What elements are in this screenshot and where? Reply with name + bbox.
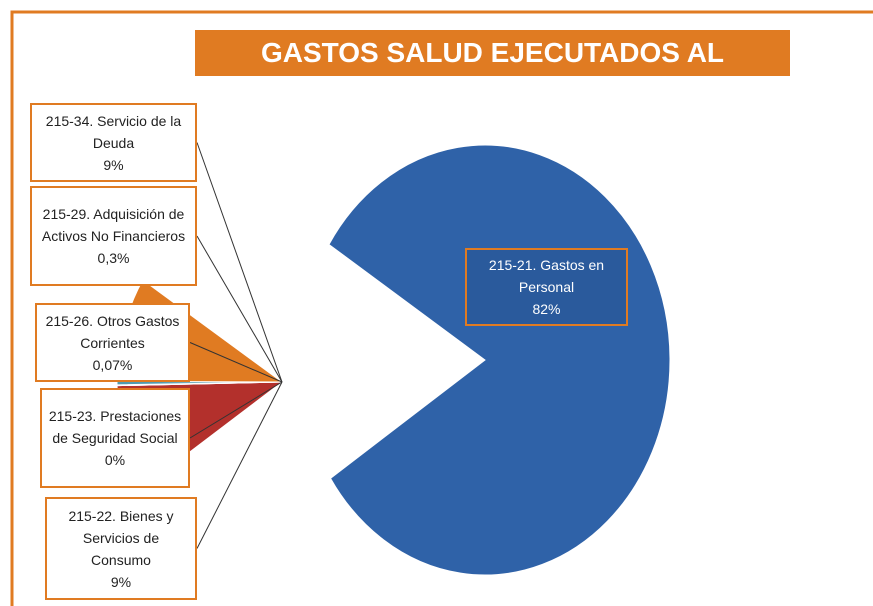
frame <box>10 10 873 606</box>
data-label: 215-34. Servicio de la Deuda 9% <box>30 103 197 182</box>
pie-slice <box>328 144 671 576</box>
label-value: 9% <box>110 573 132 590</box>
data-label: 215-22. Bienes y Servicios de Consumo 9% <box>45 497 197 600</box>
data-label: 215-26. Otros Gastos Corrientes 0,07% <box>35 303 190 382</box>
label-name: 215-26. Otros Gastos Corrientes <box>45 312 180 351</box>
chart-title: GASTOS SALUD EJECUTADOS AL 31/12/2017 <box>195 30 790 114</box>
label-value: 0% <box>104 452 126 468</box>
label-name: 215-21. Gastos en Personal <box>488 257 605 295</box>
label-value: 82% <box>532 301 561 317</box>
leader-line <box>189 342 283 383</box>
label-name: 215-34. Servicio de la Deuda <box>45 112 182 151</box>
label-value: 0,3% <box>97 250 130 266</box>
data-label: 215-29. Adquisición de Activos No Financ… <box>30 186 197 286</box>
leader-line <box>196 235 283 383</box>
label-value: 9% <box>103 156 124 173</box>
data-label: 215-21. Gastos en Personal 82% <box>465 248 628 326</box>
leader-line <box>196 142 283 383</box>
leader-line <box>196 381 283 549</box>
label-name: 215-22. Bienes y Servicios de Consumo <box>68 507 174 568</box>
label-name: 215-23. Prestaciones de Seguridad Social <box>48 408 182 446</box>
leader-line <box>189 381 283 439</box>
data-label: 215-23. Prestaciones de Seguridad Social… <box>40 388 190 488</box>
label-name: 215-29. Adquisición de Activos No Financ… <box>41 206 186 244</box>
label-value: 0,07% <box>92 356 133 373</box>
